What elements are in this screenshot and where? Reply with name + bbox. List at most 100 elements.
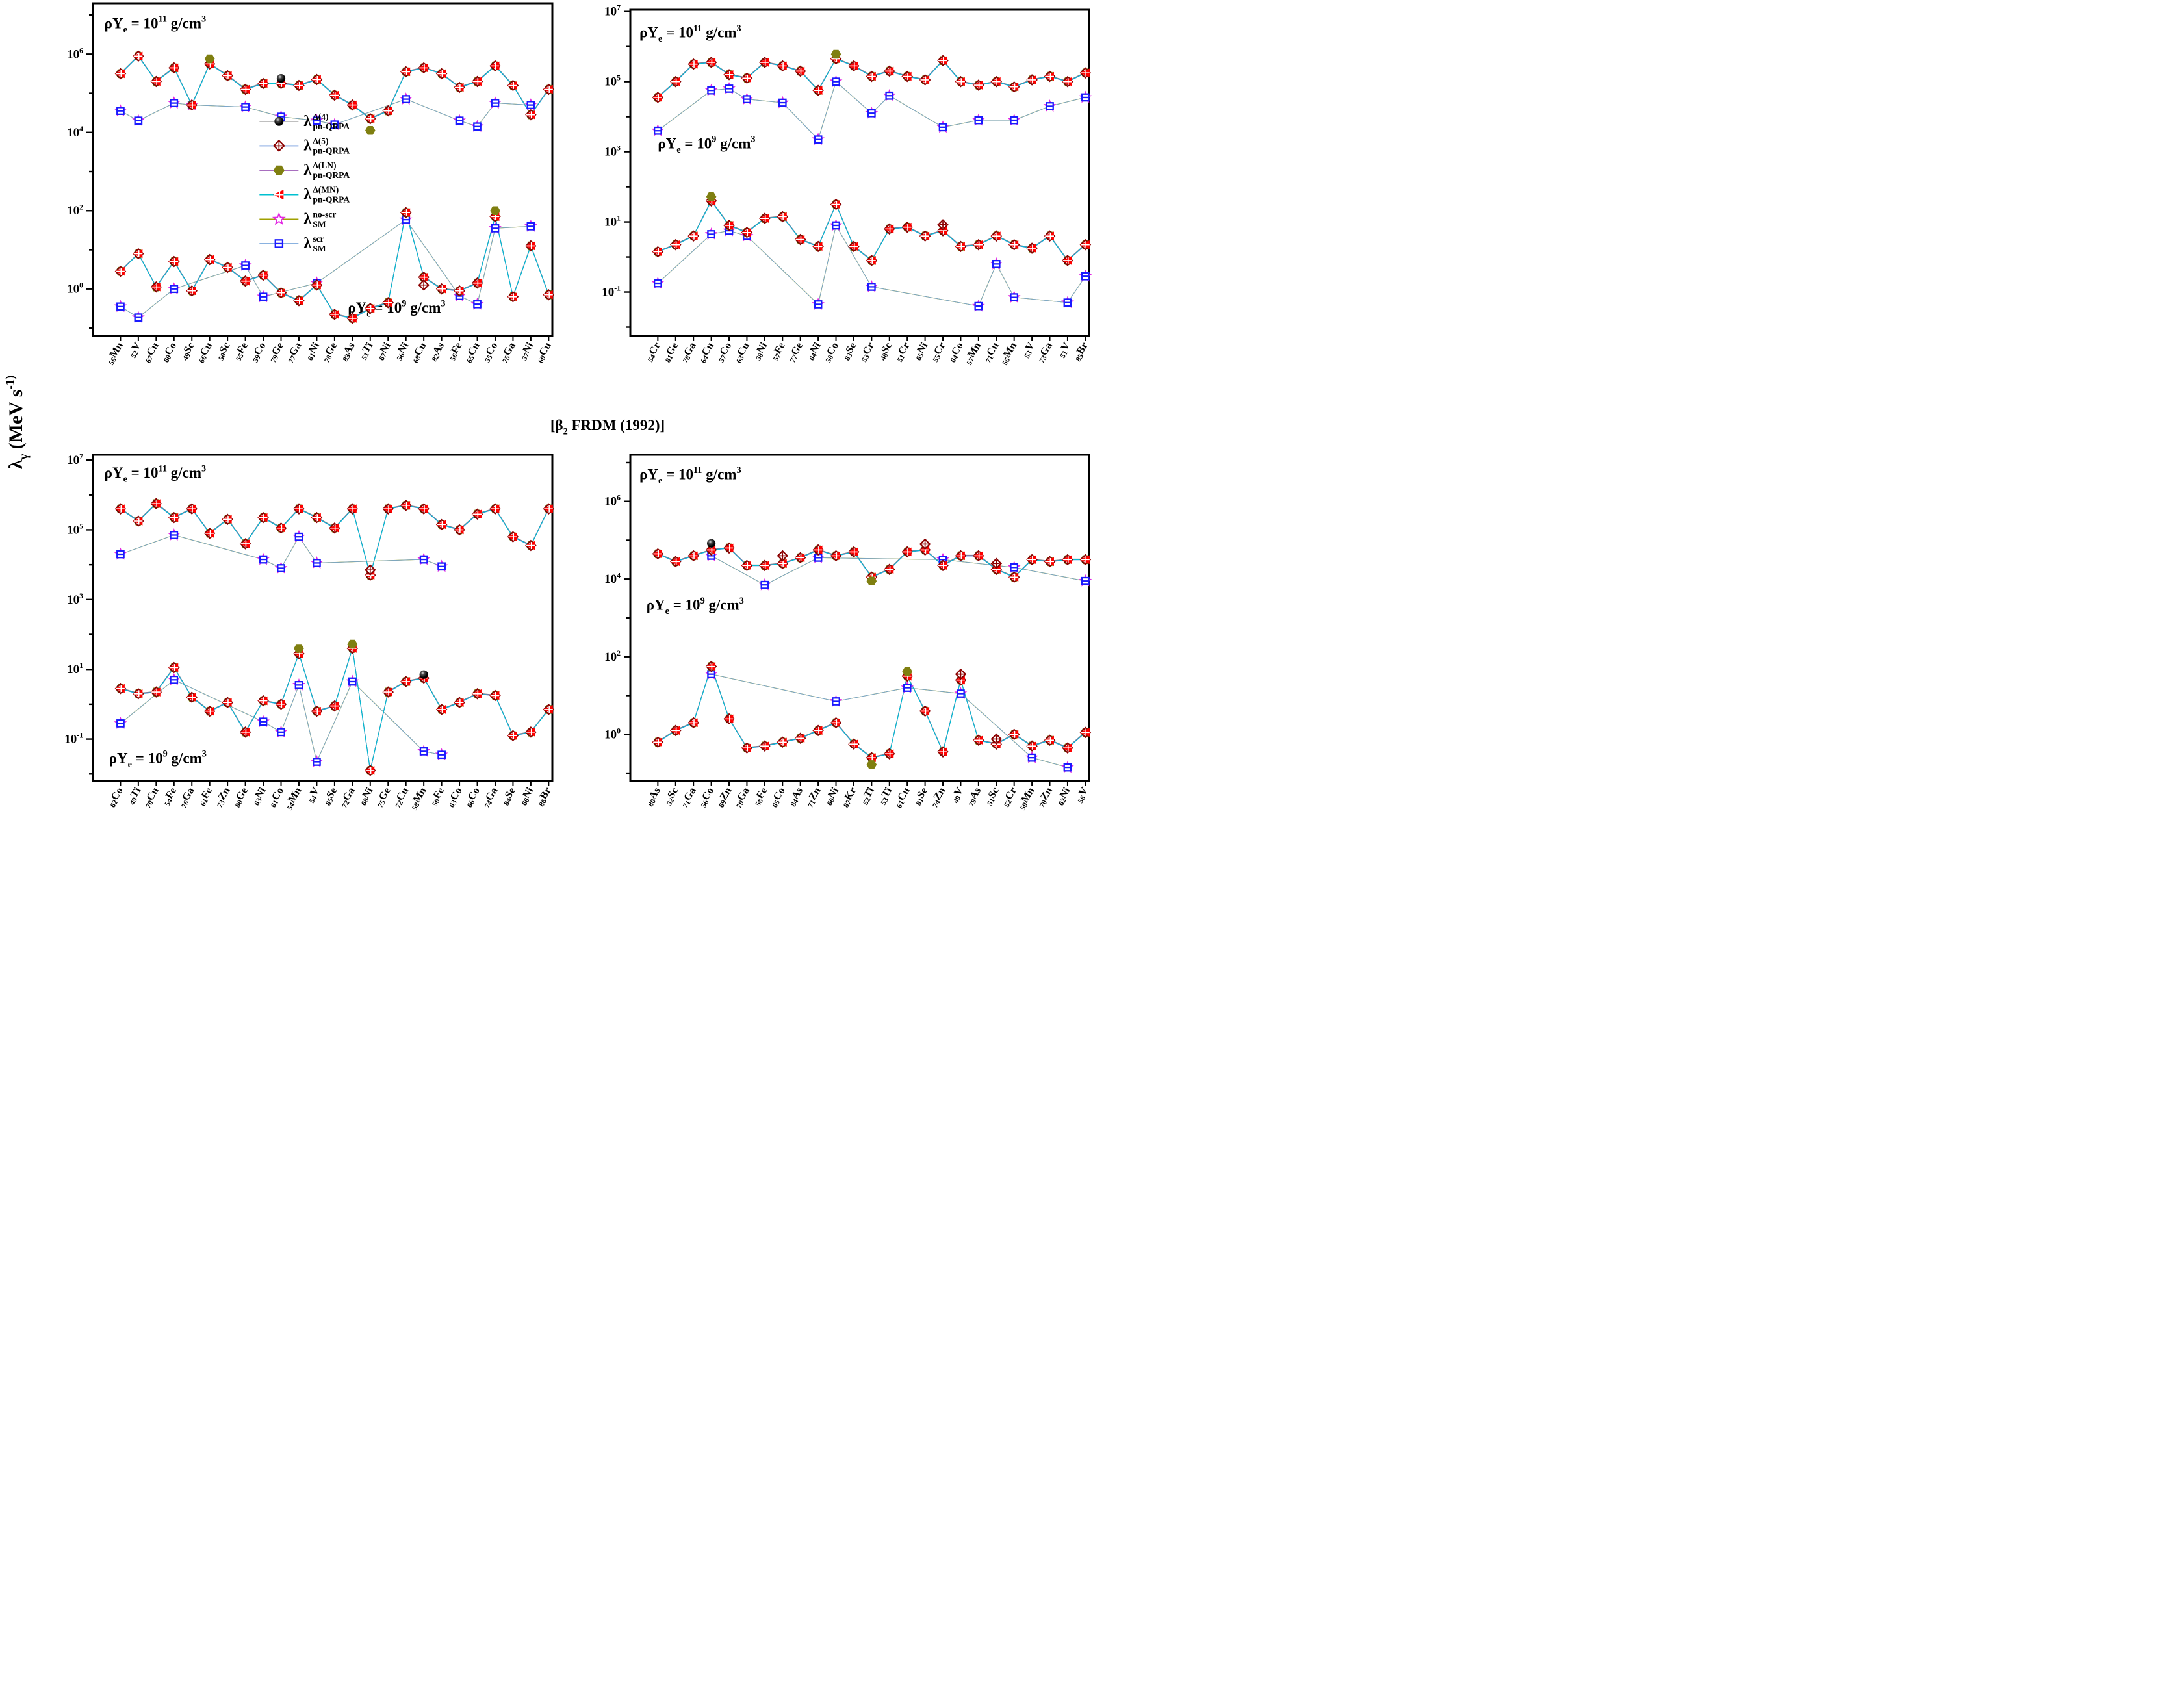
triangle-cross-icon — [472, 78, 482, 85]
legend-label-lambda: λ — [303, 113, 311, 130]
x-tick-label: 58Co — [821, 340, 842, 364]
triangle-cross-icon — [294, 297, 303, 305]
legend-label-lambda: λ — [303, 186, 311, 203]
triangle-cross-icon — [401, 209, 411, 216]
triangle-cross-icon — [938, 748, 947, 756]
y-tick-label: 101 — [604, 214, 621, 229]
triangle-cross-icon — [240, 86, 250, 93]
legend-label-sub: SM — [313, 244, 326, 253]
x-tick-label: 63Co — [444, 786, 466, 809]
qrpa-line-3 — [120, 212, 549, 319]
triangle-cross-icon — [240, 728, 250, 736]
x-tick-label: 73Zn — [212, 786, 234, 810]
triangle-cross-icon — [724, 222, 734, 229]
legend-label-lambda: λ — [303, 162, 311, 179]
y-tick-label: 10-1 — [64, 732, 83, 747]
x-tick-label: 53Ti — [876, 786, 895, 807]
triangle-cross-icon — [169, 64, 179, 71]
triangle-cross-icon — [383, 299, 392, 307]
triangle-cross-icon — [348, 314, 357, 322]
triangle-cross-icon — [454, 698, 464, 706]
triangle-cross-icon — [419, 64, 428, 71]
triangle-cross-icon — [903, 224, 912, 231]
figure-svg: λγ (MeV s-1) [β2 FRDM (1992)] 100 102 104 106… — [3, 2, 1092, 812]
triangle-cross-icon — [116, 268, 125, 275]
qrpa-line-0 — [658, 665, 1086, 758]
legend-label-sub: pn-QRPA — [313, 146, 350, 155]
diamond-cross-icon — [420, 281, 428, 288]
triangle-cross-icon — [903, 548, 912, 556]
y-tick-label: 104 — [67, 125, 83, 140]
triangle-cross-icon — [813, 242, 823, 250]
triangle-cross-icon — [329, 702, 339, 710]
triangle-cross-icon — [1062, 744, 1072, 752]
triangle-cross-icon — [348, 505, 357, 513]
triangle-cross-icon — [724, 71, 734, 79]
qrpa-line-1 — [120, 212, 549, 319]
cluster-rhoYe_1e11 — [114, 498, 555, 582]
x-tick-label: 83As — [338, 340, 359, 363]
x-tick-label: 49Sc — [178, 340, 198, 362]
x-tick-label: 66Cu — [194, 340, 216, 364]
figure-center-title: [β2 FRDM (1992)] — [550, 417, 665, 437]
x-tick-label: 75Ga — [497, 340, 519, 364]
triangle-cross-icon — [992, 232, 1001, 240]
triangle-cross-icon — [1062, 556, 1072, 563]
y-axis-title: λγ (MeV s-1) — [3, 376, 31, 470]
hexagon-marker-icon — [490, 206, 500, 216]
triangle-cross-icon — [1027, 556, 1036, 563]
triangle-cross-icon — [724, 715, 734, 723]
x-tick-label: 52V — [126, 340, 145, 360]
hexagon-marker-icon — [365, 126, 376, 135]
x-tick-label: 51Sc — [983, 786, 1003, 807]
y-tick-label: 104 — [604, 571, 621, 586]
triangle-cross-icon — [706, 58, 716, 66]
triangle-cross-icon — [151, 283, 161, 291]
x-tick-label: 69Zn — [714, 786, 736, 810]
triangle-cross-icon — [508, 82, 517, 89]
hexagon-marker-icon — [706, 192, 717, 201]
panel-top-right: 10-1 101 103 105 107 54Cr81Ge78Ga64Cu57Co63Cu… — [602, 4, 1092, 366]
y-tick-label: 106 — [604, 494, 621, 509]
triangle-cross-icon — [329, 92, 339, 99]
x-tick-label: 63Cu — [731, 340, 752, 364]
triangle-cross-icon — [169, 514, 179, 522]
x-tick-label: 48Sc — [875, 340, 895, 362]
y-tick-label: 103 — [604, 144, 621, 159]
x-tick-label: 62Ni — [1053, 786, 1073, 808]
x-tick-label: 51V — [1055, 340, 1074, 360]
triangle-cross-icon — [1062, 78, 1072, 86]
x-tick-label: 59Co — [248, 340, 270, 364]
legend-label-sup: Δ(5) — [313, 136, 328, 146]
triangle-cross-icon — [973, 241, 983, 249]
triangle-cross-icon — [831, 552, 840, 559]
x-tick-label: 59Mn — [1015, 786, 1038, 812]
qrpa-line-2 — [120, 503, 549, 577]
triangle-cross-icon — [454, 287, 464, 295]
triangle-cross-icon — [724, 544, 734, 552]
x-tick-label: 72Ga — [337, 786, 358, 810]
triangle-cross-icon — [884, 225, 894, 233]
triangle-cross-icon — [706, 663, 716, 671]
x-tick-label: 61Ni — [303, 340, 323, 363]
triangle-cross-icon — [133, 517, 143, 525]
x-tick-label: 64Cu — [696, 340, 717, 364]
triangle-cross-icon — [689, 552, 698, 559]
triangle-cross-icon — [867, 257, 876, 264]
sm-scr-line — [120, 219, 531, 318]
triangle-cross-icon — [187, 101, 196, 109]
triangle-cross-icon — [329, 311, 339, 318]
circle-marker-icon — [274, 116, 284, 126]
triangle-cross-icon — [205, 256, 214, 263]
x-tick-label: 56Fe — [445, 340, 465, 363]
triangle-cross-icon — [760, 561, 769, 569]
x-tick-label: 60Ni — [822, 786, 842, 808]
y-tick-label: 102 — [67, 203, 83, 218]
triangle-cross-icon — [526, 728, 535, 736]
triangle-cross-icon — [329, 524, 339, 532]
x-tick-label: 62Co — [105, 786, 127, 809]
x-tick-label: 65Co — [767, 786, 789, 809]
triangle-cross-icon — [973, 81, 983, 89]
x-tick-label: 59Fe — [428, 786, 448, 808]
